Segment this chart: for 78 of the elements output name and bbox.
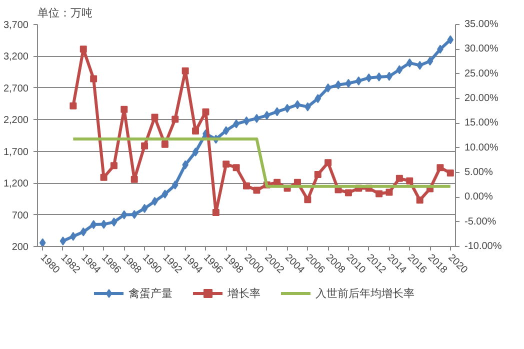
legend-label: 增长率 <box>228 286 260 300</box>
point <box>162 190 168 199</box>
point <box>366 73 372 82</box>
point <box>39 238 46 246</box>
y2-tick-label: 25.00% <box>464 68 499 80</box>
point <box>355 76 362 86</box>
point <box>314 94 322 104</box>
y-tick-label: 3,700 <box>3 20 29 31</box>
point <box>141 204 148 213</box>
point <box>100 174 108 181</box>
point <box>120 106 128 113</box>
point <box>314 170 322 178</box>
point <box>130 176 138 183</box>
y-tick-label: 200 <box>12 242 29 253</box>
point <box>324 83 332 92</box>
point <box>436 164 444 172</box>
legend-label: 入世前后年均增长率 <box>316 286 414 300</box>
point <box>120 210 128 220</box>
point <box>243 182 250 190</box>
point <box>344 189 352 196</box>
point <box>110 162 118 170</box>
point <box>232 164 240 172</box>
y-tick-label: 1,700 <box>3 146 29 158</box>
point <box>80 227 87 236</box>
point <box>396 174 403 182</box>
point <box>304 196 312 204</box>
point <box>141 142 148 150</box>
point <box>90 220 97 230</box>
point <box>406 177 414 184</box>
point <box>172 116 179 123</box>
y2-tick-label: 30.00% <box>464 44 499 55</box>
point <box>172 180 178 190</box>
point <box>446 169 454 176</box>
point <box>376 72 382 82</box>
point <box>447 35 454 44</box>
point <box>396 65 403 74</box>
point <box>60 236 66 246</box>
point <box>70 102 77 110</box>
point <box>131 210 138 219</box>
point <box>212 208 220 216</box>
point <box>192 147 199 156</box>
y-tick-label: 2,700 <box>3 83 29 94</box>
y2-tick-label: 35.00% <box>464 19 499 30</box>
point <box>202 108 210 116</box>
y-tick-label: 1,200 <box>3 178 29 190</box>
point <box>243 116 250 126</box>
y2-tick-label: 15.00% <box>464 118 499 129</box>
point <box>222 160 230 168</box>
y2-tick-label: 0.00% <box>464 192 493 203</box>
point <box>222 126 230 136</box>
y-tick-label: 3,200 <box>3 52 29 63</box>
point <box>426 56 434 66</box>
point <box>264 110 270 120</box>
point <box>274 107 280 116</box>
point <box>294 100 301 110</box>
y2-tick-label: 20.00% <box>464 93 499 104</box>
y2-tick-label: -5.00% <box>464 216 496 228</box>
y-tick-label: 2,200 <box>3 115 29 126</box>
y2-tick-label: 10.00% <box>464 142 499 154</box>
point <box>161 140 168 148</box>
y2-tick-label: 5.00% <box>464 167 493 178</box>
point <box>110 218 118 227</box>
point <box>386 188 393 196</box>
point <box>253 186 260 194</box>
point <box>406 58 413 68</box>
y-axis-title: 单位：万吨 <box>38 6 92 20</box>
point <box>376 190 383 198</box>
point <box>192 128 200 135</box>
point <box>182 67 189 74</box>
point <box>416 196 424 204</box>
y2-tick-label: -10.00% <box>464 241 502 252</box>
legend-label: 禽蛋产量 <box>128 286 172 300</box>
point <box>80 46 87 53</box>
point <box>90 75 98 82</box>
point <box>151 114 158 121</box>
point <box>345 78 352 88</box>
point <box>324 159 332 166</box>
y-tick-label: 700 <box>12 210 29 222</box>
